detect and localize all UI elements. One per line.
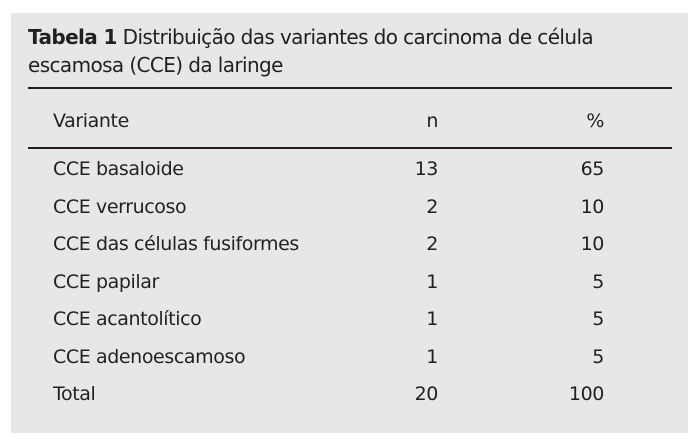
cell-variante: CCE verrucoso: [53, 195, 187, 218]
header-rule: [28, 147, 672, 149]
cell-percent: 5: [592, 270, 604, 293]
cell-variante: CCE acantolítico: [53, 308, 202, 330]
table-row: CCE adenoescamoso 1 5: [11, 346, 688, 376]
header-percent: %: [586, 110, 604, 132]
table-label: Tabela 1: [28, 25, 117, 49]
cell-n: 13: [414, 158, 439, 180]
table-caption: Tabela 1 Distribuição das variantes do c…: [28, 23, 678, 79]
table-row: Total 20 100: [11, 383, 688, 413]
cell-n: 1: [426, 308, 438, 330]
cell-percent: 5: [592, 308, 604, 330]
cell-n: 20: [414, 383, 439, 405]
table-panel: Tabela 1 Distribuição das variantes do c…: [11, 13, 688, 433]
cell-percent: 10: [580, 233, 605, 255]
table-row: CCE basaloide 13 65: [11, 158, 688, 188]
cell-percent: 10: [580, 195, 605, 218]
cell-variante: CCE basaloide: [53, 158, 184, 180]
cell-n: 1: [426, 345, 438, 368]
table-row: CCE verrucoso 2 10: [11, 196, 688, 226]
top-rule: [28, 87, 672, 89]
cell-n: 2: [426, 195, 438, 218]
cell-n: 1: [426, 270, 438, 293]
table-header: Variante n %: [11, 110, 688, 140]
table-row: CCE das células fusiformes 2 10: [11, 233, 688, 263]
header-variante: Variante: [53, 110, 129, 132]
cell-percent: 5: [592, 345, 604, 368]
cell-percent: 100: [568, 383, 604, 405]
cell-variante: CCE adenoescamoso: [53, 345, 246, 368]
cell-variante: Total: [53, 383, 96, 405]
cell-variante: CCE papilar: [53, 270, 159, 293]
caption-text: Distribuição das variantes do carcinoma …: [28, 25, 594, 77]
cell-variante: CCE das células fusiformes: [53, 233, 299, 255]
cell-n: 2: [426, 233, 438, 255]
table-row: CCE acantolítico 1 5: [11, 308, 688, 338]
header-n: n: [426, 110, 438, 132]
cell-percent: 65: [580, 158, 605, 180]
table-row: CCE papilar 1 5: [11, 271, 688, 301]
